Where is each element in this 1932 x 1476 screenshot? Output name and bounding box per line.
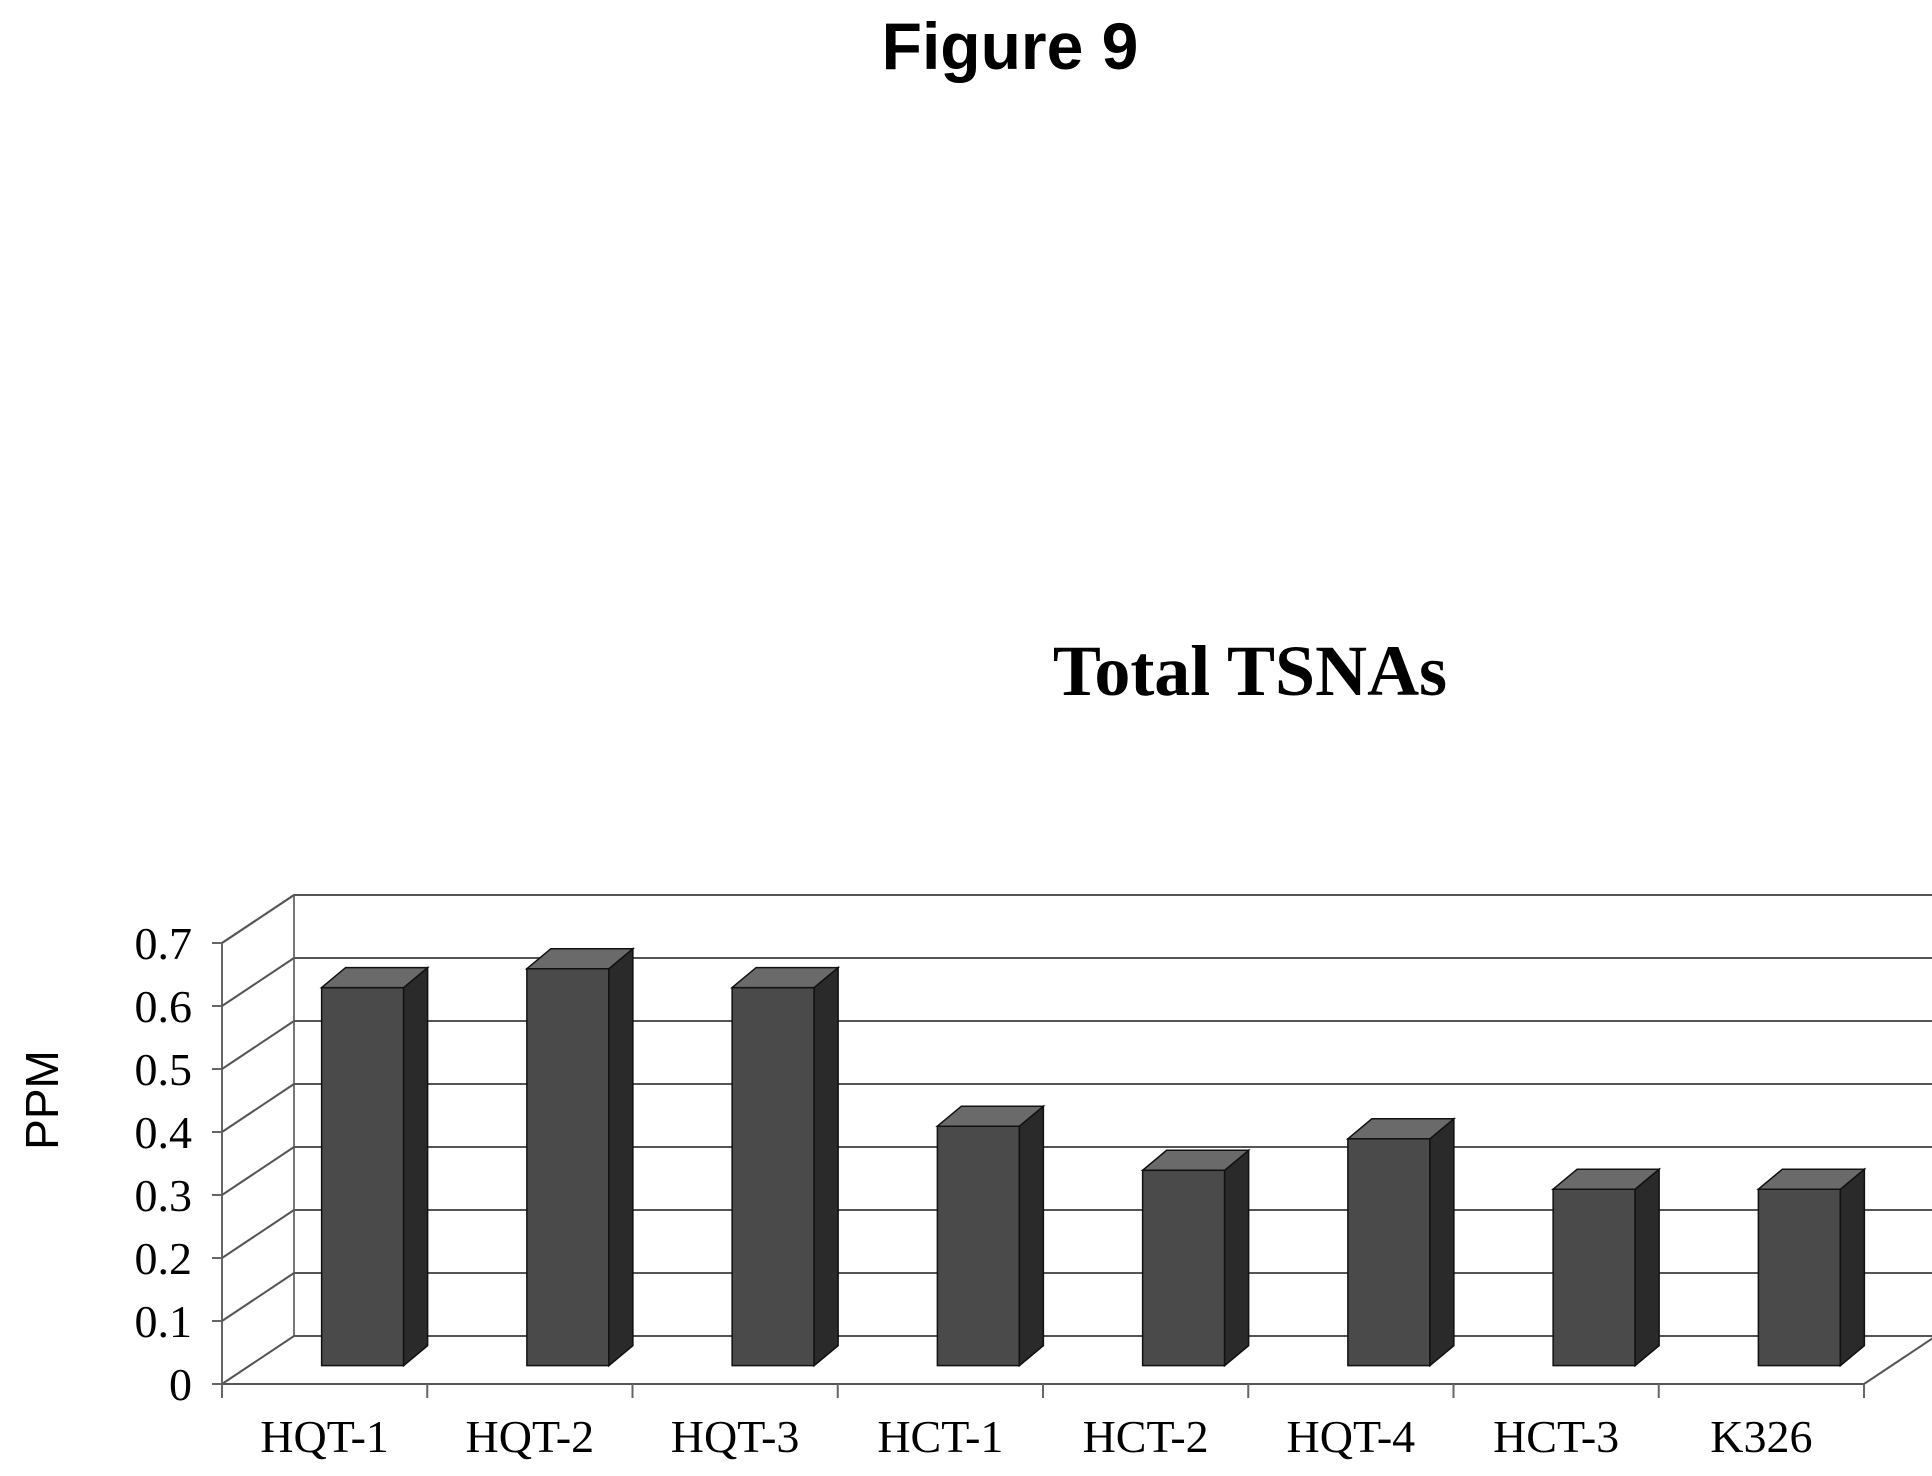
- bar-top: [524, 947, 635, 970]
- chart-walls: [218, 894, 1932, 1385]
- chart-title: Total TSNAs: [1053, 631, 1447, 711]
- bar: [1552, 1188, 1636, 1367]
- bar-side: [608, 947, 634, 1368]
- side-gridline: [221, 1020, 295, 1070]
- bar-side: [1429, 1117, 1455, 1368]
- bar: [526, 967, 610, 1367]
- bar-side: [402, 965, 429, 1368]
- x-tick-label: HQT-2: [466, 1411, 595, 1462]
- side-gridline: [221, 957, 295, 1007]
- bar-top: [319, 966, 430, 989]
- y-tick-labels: 0 0.1 0.2 0.3 0.4 0.5 0.6 0.7: [135, 918, 193, 1410]
- bar-top: [1140, 1149, 1251, 1172]
- bar-side: [1634, 1167, 1660, 1368]
- bar: [1347, 1138, 1431, 1367]
- bar-side: [813, 965, 839, 1368]
- bar-top: [730, 966, 841, 989]
- bar: [1757, 1188, 1842, 1367]
- x-tick-label: HCT-1: [877, 1411, 1003, 1462]
- x-tick-label: K326: [1710, 1411, 1812, 1462]
- bar: [320, 986, 405, 1367]
- y-axis-label: PPM: [16, 1050, 68, 1150]
- figure-title: Figure 9: [881, 9, 1139, 83]
- x-tick-label: HQT-4: [1287, 1411, 1416, 1462]
- bar: [1141, 1169, 1226, 1367]
- side-gridline: [221, 1209, 295, 1259]
- y-tick-label: 0.4: [135, 1107, 193, 1158]
- bars: [319, 947, 1867, 1368]
- x-tick-label: HQT-1: [260, 1411, 389, 1462]
- bar-top: [1345, 1118, 1456, 1140]
- side-gridline: [221, 894, 295, 944]
- back-wall-top-edge: [221, 894, 1932, 944]
- bar-side: [1839, 1167, 1866, 1368]
- bar-top: [1551, 1168, 1662, 1190]
- bar-top: [935, 1105, 1046, 1127]
- bar: [936, 1125, 1021, 1367]
- chart-floor: [218, 1335, 1932, 1385]
- y-tick-label: 0: [169, 1359, 192, 1410]
- x-tick-labels: HQT-1 HQT-2 HQT-3 HCT-1 HCT-2 HQT-4 HCT-3 K326: [221, 1384, 1865, 1462]
- x-tick-label: HCT-2: [1083, 1411, 1209, 1462]
- bar-side: [1223, 1148, 1250, 1368]
- x-tick-label: HQT-3: [671, 1411, 800, 1462]
- y-tick-label: 0.6: [135, 981, 193, 1032]
- bar-top: [1756, 1168, 1867, 1190]
- bar: [731, 986, 815, 1367]
- bar-side: [1018, 1104, 1045, 1368]
- side-gridline: [221, 1083, 295, 1133]
- y-tick-label: 0.5: [135, 1044, 193, 1095]
- gridlines: [212, 894, 1932, 1385]
- y-tick-label: 0.2: [135, 1233, 193, 1284]
- y-tick-label: 0.7: [135, 918, 193, 969]
- y-tick-label: 0.3: [135, 1170, 193, 1221]
- y-tick-label: 0.1: [135, 1296, 193, 1347]
- side-gridline: [221, 1272, 295, 1322]
- side-gridline: [221, 1146, 295, 1196]
- x-tick-label: HCT-3: [1493, 1411, 1619, 1462]
